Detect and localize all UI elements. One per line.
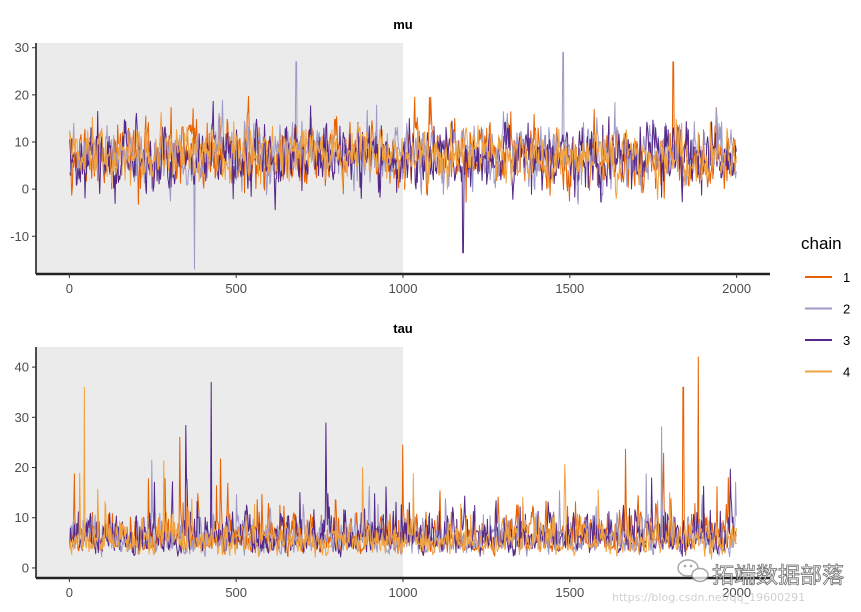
trace-chain-4 bbox=[69, 112, 737, 200]
legend: chain 1 2 3 4 bbox=[801, 234, 850, 380]
trace-chain-1 bbox=[69, 356, 737, 558]
x-tick-label: 1000 bbox=[389, 585, 418, 600]
watermark-url: https://blog.csdn.net/qq_19600291 bbox=[612, 591, 805, 604]
legend-label: 1 bbox=[843, 270, 850, 285]
x-tick-label: 0 bbox=[66, 585, 73, 600]
trace-lines bbox=[69, 356, 737, 560]
y-tick-label: 0 bbox=[22, 560, 29, 575]
x-tick-label: 2000 bbox=[722, 585, 751, 600]
legend-label: 4 bbox=[843, 365, 850, 380]
x-tick-label: 2000 bbox=[722, 281, 751, 296]
wechat-icon bbox=[677, 559, 709, 583]
trace-lines bbox=[69, 51, 737, 270]
trace-chain-2 bbox=[69, 426, 737, 558]
x-tick-label: 0 bbox=[66, 281, 73, 296]
x-ticks: 0 500 1000 1500 2000 bbox=[66, 274, 751, 296]
legend-item: 2 bbox=[805, 302, 850, 317]
y-tick-label: 40 bbox=[15, 360, 29, 375]
x-tick-label: 1500 bbox=[555, 281, 584, 296]
trace-chain-4 bbox=[69, 386, 737, 560]
panel-tau: 0 10 20 30 40 0 500 1000 1500 2000 tau bbox=[15, 321, 770, 600]
panel-mu: -10 0 10 20 30 0 500 1000 1500 2000 mu bbox=[10, 17, 770, 296]
x-tick-label: 1000 bbox=[389, 281, 418, 296]
x-ticks: 0 500 1000 1500 2000 bbox=[66, 578, 751, 600]
y-ticks: 0 10 20 30 40 bbox=[15, 360, 36, 575]
legend-item: 3 bbox=[805, 333, 850, 348]
legend-items: 1 2 3 4 bbox=[805, 270, 850, 380]
y-ticks: -10 0 10 20 30 bbox=[10, 40, 36, 244]
y-tick-label: 30 bbox=[15, 410, 29, 425]
legend-title: chain bbox=[801, 234, 842, 253]
panel-title: mu bbox=[393, 17, 413, 32]
legend-item: 1 bbox=[805, 270, 850, 285]
x-tick-label: 1500 bbox=[555, 585, 584, 600]
watermark-brand: 拓端数据部落 bbox=[712, 564, 844, 589]
y-tick-label: 30 bbox=[15, 40, 29, 55]
panel-title: tau bbox=[393, 321, 413, 336]
x-tick-label: 500 bbox=[225, 281, 247, 296]
y-tick-label: 10 bbox=[15, 135, 29, 150]
legend-label: 3 bbox=[843, 333, 850, 348]
y-tick-label: 20 bbox=[15, 460, 29, 475]
legend-item: 4 bbox=[805, 365, 850, 380]
y-tick-label: -10 bbox=[10, 229, 29, 244]
legend-label: 2 bbox=[843, 302, 850, 317]
y-tick-label: 0 bbox=[22, 182, 29, 197]
y-tick-label: 20 bbox=[15, 87, 29, 102]
x-tick-label: 500 bbox=[225, 585, 247, 600]
y-tick-label: 10 bbox=[15, 510, 29, 525]
watermark: 拓端数据部落 https://blog.csdn.net/qq_19600291 bbox=[612, 559, 844, 604]
